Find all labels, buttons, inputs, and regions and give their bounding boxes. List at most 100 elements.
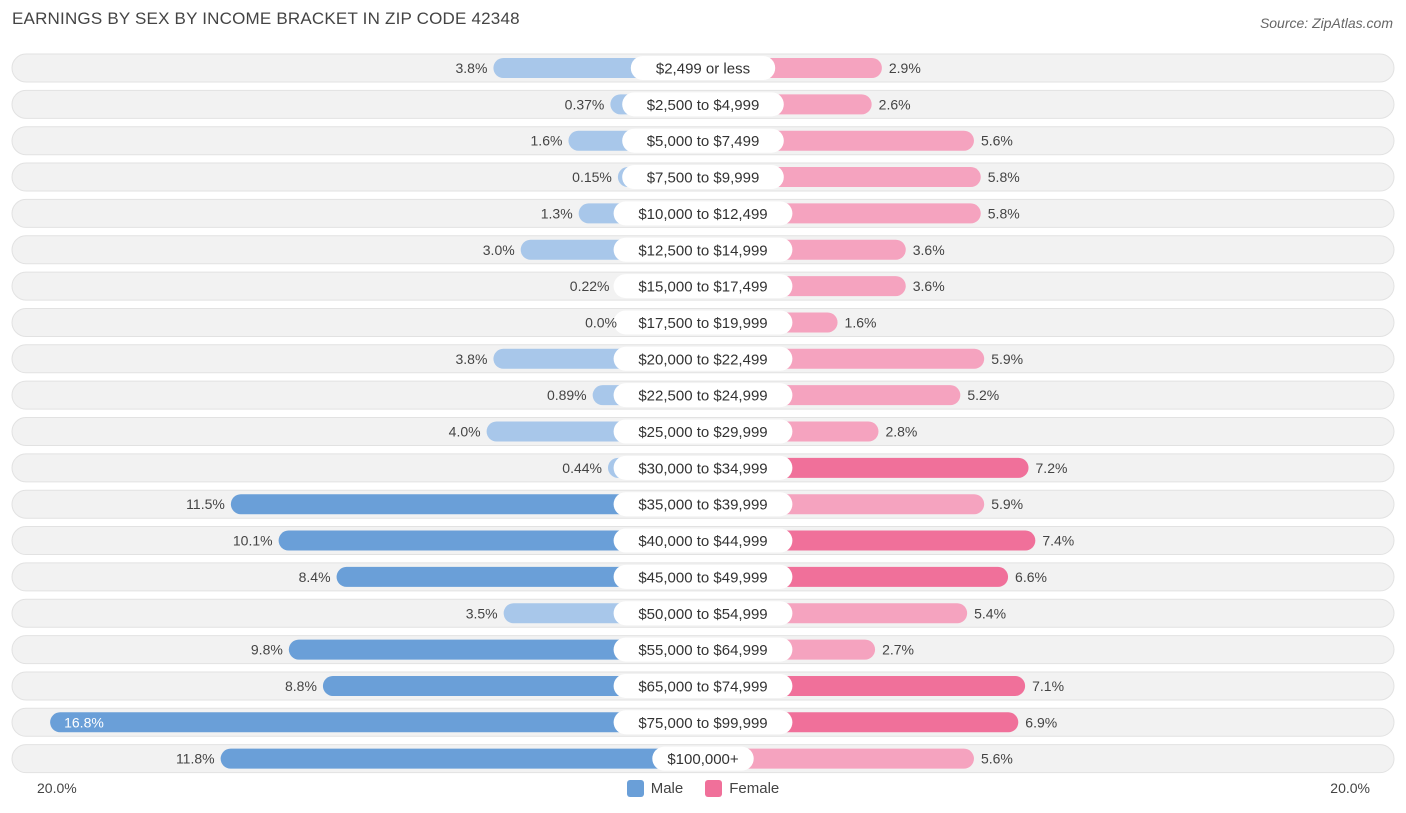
category-label-bg — [613, 419, 793, 444]
value-label-male: 3.8% — [455, 351, 487, 367]
value-label-female: 2.8% — [885, 424, 917, 440]
chart-title: EARNINGS BY SEX BY INCOME BRACKET IN ZIP… — [12, 9, 520, 28]
category-label: $7,500 to $9,999 — [647, 170, 760, 187]
value-label-male: 0.89% — [547, 387, 587, 403]
value-label-male: 1.6% — [531, 133, 563, 149]
value-label-male: 3.0% — [483, 242, 515, 258]
category-label-bg — [613, 492, 793, 517]
category-label: $40,000 to $44,999 — [638, 533, 767, 550]
value-label-male: 4.0% — [449, 424, 481, 440]
category-label: $22,500 to $24,999 — [638, 388, 767, 405]
value-label-female: 2.7% — [882, 642, 914, 658]
value-label-female: 6.6% — [1015, 569, 1047, 585]
value-label-female: 5.9% — [991, 496, 1023, 512]
category-label: $45,000 to $49,999 — [638, 569, 767, 586]
category-label-bg — [622, 92, 784, 117]
value-label-female: 5.9% — [991, 351, 1023, 367]
category-label-bg — [630, 56, 776, 80]
legend: Male Female — [0, 778, 1406, 798]
value-label-female: 5.8% — [988, 169, 1020, 185]
bar-female — [703, 748, 974, 769]
bar-male — [336, 566, 703, 587]
value-label-male: 10.1% — [233, 533, 273, 549]
category-label: $5,000 to $7,499 — [647, 133, 760, 150]
category-label: $2,499 or less — [656, 61, 750, 78]
bar-male — [230, 494, 703, 515]
value-label-female: 5.6% — [981, 751, 1013, 767]
value-label-female: 7.1% — [1032, 678, 1064, 694]
value-label-male: 11.8% — [176, 751, 215, 767]
axis-label-right: 20.0% — [1330, 780, 1370, 796]
category-label-bg — [613, 528, 793, 553]
source-label: Source: ZipAtlas.com — [1259, 15, 1393, 31]
category-label: $12,500 to $14,999 — [638, 242, 767, 259]
value-label-male: 16.8% — [64, 714, 104, 730]
category-label: $17,500 to $19,999 — [638, 315, 767, 332]
value-label-male: 8.4% — [299, 569, 331, 585]
value-label-male: 0.15% — [572, 169, 612, 185]
category-label: $2,500 to $4,999 — [647, 97, 760, 114]
legend-swatch-male — [626, 779, 644, 797]
category-label-bg — [613, 237, 793, 262]
category-label: $50,000 to $54,999 — [638, 606, 767, 623]
category-label-bg — [613, 201, 793, 226]
category-label: $55,000 to $64,999 — [638, 642, 767, 659]
category-label-bg — [613, 710, 793, 735]
value-label-female: 5.6% — [981, 133, 1013, 149]
category-label: $30,000 to $34,999 — [638, 460, 767, 477]
value-label-male: 1.3% — [541, 205, 573, 221]
value-label-female: 5.8% — [988, 205, 1020, 221]
value-label-male: 3.5% — [466, 605, 498, 621]
legend-label-female: Female — [729, 779, 780, 797]
bar-male — [278, 530, 703, 551]
value-label-female: 2.6% — [879, 96, 911, 112]
value-label-female: 2.9% — [889, 60, 921, 76]
category-label-bg — [613, 274, 793, 299]
value-label-male: 0.44% — [562, 460, 602, 476]
value-label-female: 7.2% — [1036, 460, 1068, 476]
value-label-male: 0.0% — [585, 314, 617, 330]
value-label-male: 11.5% — [186, 496, 225, 512]
category-label: $35,000 to $39,999 — [638, 497, 767, 514]
category-label: $65,000 to $74,999 — [638, 678, 767, 695]
category-label-bg — [613, 637, 793, 662]
value-label-male: 9.8% — [251, 642, 283, 658]
legend-item-female[interactable]: Female — [705, 779, 780, 797]
category-label-bg — [613, 601, 793, 626]
category-label-bg — [613, 310, 793, 335]
value-label-female: 6.9% — [1025, 714, 1057, 730]
value-label-male: 0.37% — [565, 96, 605, 112]
category-label-bg — [622, 165, 784, 190]
value-label-male: 8.8% — [285, 678, 317, 694]
category-label: $10,000 to $12,499 — [638, 206, 767, 223]
value-label-male: 0.22% — [570, 278, 610, 294]
legend-swatch-female — [705, 779, 723, 797]
value-label-female: 1.6% — [845, 314, 877, 330]
bar-male — [322, 675, 703, 696]
category-label: $25,000 to $29,999 — [638, 424, 767, 441]
category-label: $20,000 to $22,499 — [638, 351, 767, 368]
value-label-female: 3.6% — [913, 242, 945, 258]
category-label: $75,000 to $99,999 — [638, 715, 767, 732]
bar-male — [220, 748, 703, 769]
category-label: $15,000 to $17,499 — [638, 279, 767, 296]
category-label-bg — [613, 455, 793, 480]
bar-male — [50, 712, 704, 733]
legend-item-male[interactable]: Male — [626, 779, 684, 797]
category-label-bg — [613, 346, 793, 371]
value-label-female: 3.6% — [913, 278, 945, 294]
value-label-female: 7.4% — [1042, 533, 1074, 549]
legend-label-male: Male — [650, 779, 684, 797]
category-label-bg — [652, 746, 754, 771]
category-label-bg — [613, 383, 793, 408]
category-label-bg — [613, 564, 793, 589]
chart-svg: $2,499 or less 3.8% 2.9% $2,500 to $4,999 0.… — [11, 53, 1395, 774]
value-label-female: 5.2% — [967, 387, 999, 403]
axis-label-left: 20.0% — [37, 780, 77, 796]
category-label-bg — [622, 128, 784, 153]
category-label: $100,000+ — [667, 751, 739, 768]
bar-male — [288, 639, 703, 660]
category-label-bg — [613, 673, 793, 698]
value-label-male: 3.8% — [455, 60, 487, 76]
value-label-female: 5.4% — [974, 605, 1006, 621]
